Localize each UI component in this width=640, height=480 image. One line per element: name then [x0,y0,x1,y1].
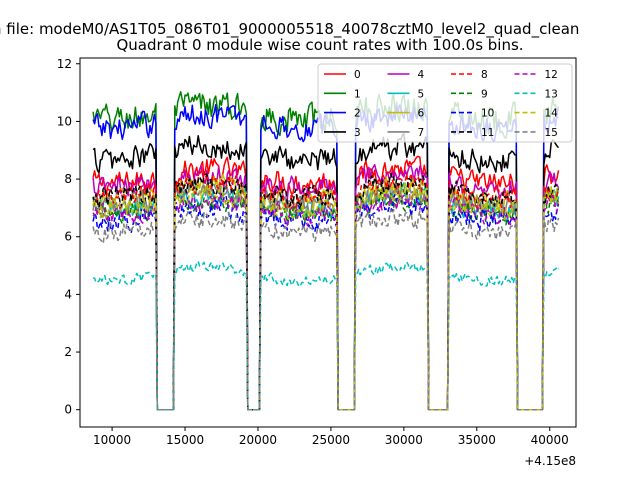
series-line-13 [93,260,560,411]
x-tick-label: 25000 [312,433,350,447]
series-line-10 [92,193,560,411]
series-line-3 [92,133,560,411]
y-tick-label: 4 [64,287,72,301]
x-offset-label: +4.15e8 [524,454,576,468]
y-tick-label: 8 [64,172,72,186]
x-tick-label: 20000 [239,433,277,447]
y-tick-label: 6 [64,230,72,244]
legend-label-8: 8 [481,69,488,81]
legend-label-10: 10 [481,108,494,120]
legend-label-3: 3 [354,127,361,139]
legend-label-12: 12 [545,69,558,81]
legend-label-6: 6 [418,108,425,120]
y-tick-label: 12 [57,57,72,71]
series-line-5 [92,182,560,411]
x-tick-label: 15000 [166,433,204,447]
axes-group: 10000 15000 20000 25000 30000 35000 40000 0 2 4 6 8… [57,57,576,468]
legend-label-4: 4 [418,69,425,81]
x-tick-label: 40000 [531,433,569,447]
legend-label-14: 14 [545,108,559,120]
legend-label-2: 2 [354,108,361,120]
series-line-9 [92,190,560,411]
legend-box [317,63,573,143]
legend-label-7: 7 [418,127,425,139]
figure-suptitle: n file: modeM0/AS1T05_086T01_9000005518_… [0,20,580,38]
plot-frame [79,57,577,428]
y-tick-label: 2 [64,345,72,359]
legend-label-5: 5 [418,88,425,100]
legend-label-0: 0 [354,69,361,81]
legend-label-11: 11 [481,127,494,139]
y-tick-label: 10 [57,114,72,128]
x-tick-label: 35000 [458,433,496,447]
x-tick-label: 10000 [93,433,131,447]
chart-title: Quadrant 0 module wise count rates with … [116,36,524,54]
legend-label-15: 15 [545,127,558,139]
series-line-2 [92,103,560,411]
series-line-15 [92,208,560,411]
legend-label-9: 9 [481,88,488,100]
legend-label-13: 13 [545,88,558,100]
y-tick-label: 0 [64,403,72,417]
series-line-7 [92,180,560,411]
legend-label-1: 1 [354,88,361,100]
x-tick-label: 30000 [385,433,423,447]
